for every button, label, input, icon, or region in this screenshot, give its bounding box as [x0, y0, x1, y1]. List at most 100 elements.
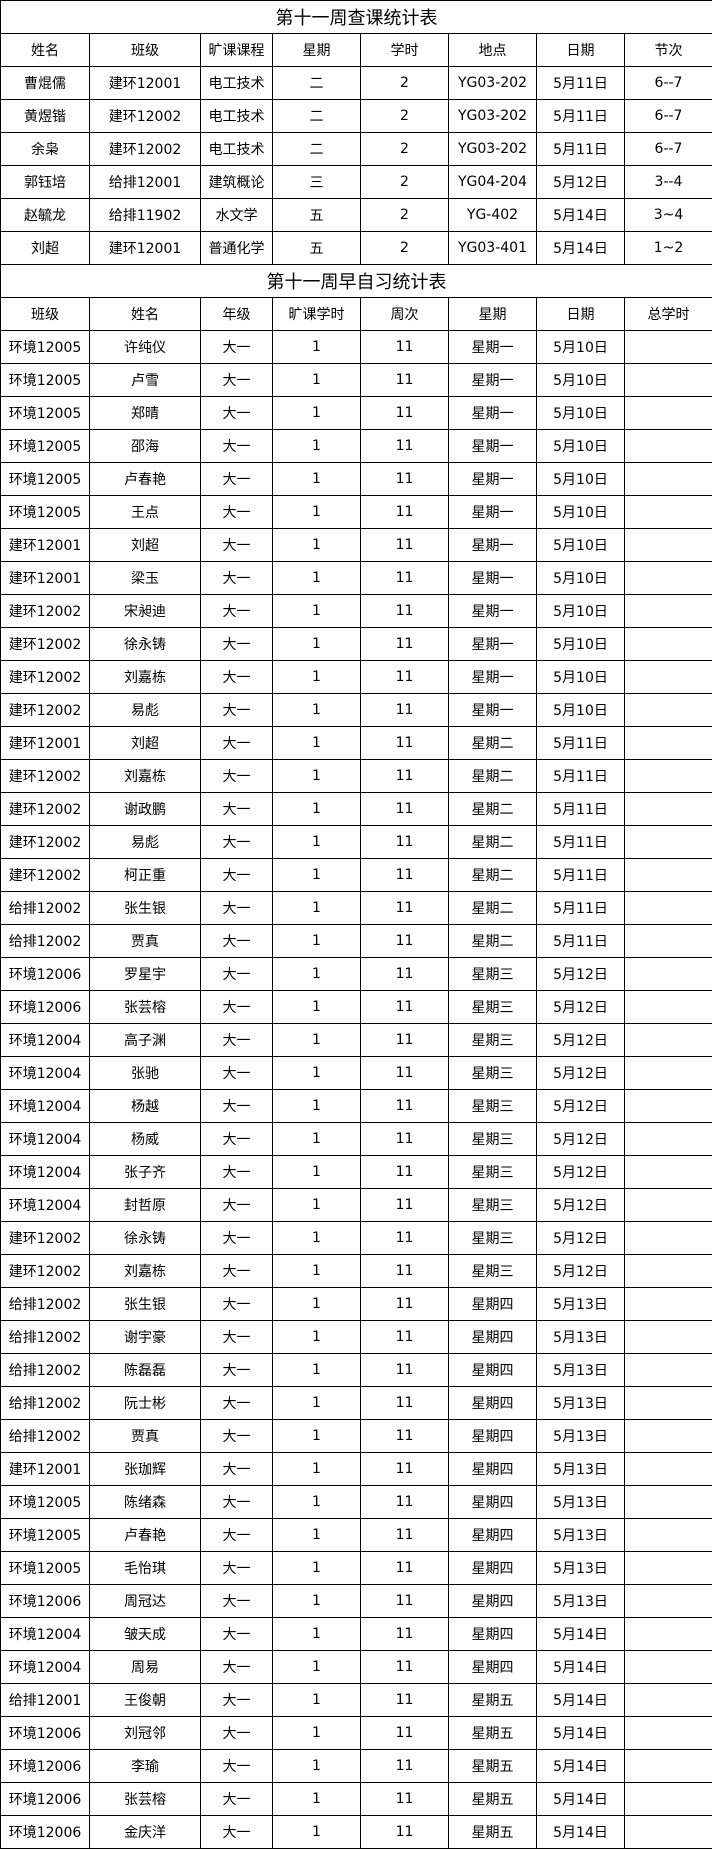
table-cell: 11	[360, 1188, 449, 1222]
table-cell: 给排12001	[0, 1683, 90, 1717]
table-cell: 大一	[200, 1815, 273, 1849]
table-cell	[624, 330, 712, 364]
table-cell	[624, 1749, 712, 1783]
table-cell: 罗星宇	[89, 957, 201, 991]
table-row: 环境12004 皱天成 大一 1 11 星期四 5月14日	[0, 1617, 712, 1651]
table-cell: 三	[272, 165, 361, 199]
table-cell: 周易	[89, 1650, 201, 1684]
table-cell: 星期五	[448, 1815, 537, 1849]
table-cell: 5月10日	[536, 594, 625, 628]
table-cell: 星期四	[448, 1452, 537, 1486]
table-cell	[624, 792, 712, 826]
table-cell: 星期三	[448, 1023, 537, 1057]
table-row: 环境12006 刘冠邻 大一 1 11 星期五 5月14日	[0, 1716, 712, 1750]
table-cell: 建环12001	[0, 1452, 90, 1486]
table-row: 给排12002 张生银 大一 1 11 星期四 5月13日	[0, 1287, 712, 1321]
table-row: 环境12006 周冠达 大一 1 11 星期四 5月13日	[0, 1584, 712, 1618]
table-cell: 1	[272, 693, 361, 727]
table-cell: 5月14日	[536, 1716, 625, 1750]
table-row: 刘超 建环12001 普通化学五 2 YG03-401 5月14日 1~2	[0, 231, 712, 265]
table-cell: 1	[272, 660, 361, 694]
table-cell: 1	[272, 726, 361, 760]
table-cell: 11	[360, 1419, 449, 1453]
table-cell: 给排12002	[0, 924, 90, 958]
table-cell: 星期四	[448, 1353, 537, 1387]
table-cell: 大一	[200, 1551, 273, 1585]
table-cell: 电工技术	[200, 99, 273, 133]
attendance-table-title-row: 第十一周查课统计表	[0, 0, 712, 34]
table-cell: 11	[360, 1353, 449, 1387]
table-cell: 1	[272, 1023, 361, 1057]
table-cell: 星期五	[448, 1716, 537, 1750]
table-cell	[624, 1320, 712, 1354]
table-cell: 张生银	[89, 1287, 201, 1321]
table-cell: 大一	[200, 1452, 273, 1486]
table-cell: 5月14日	[536, 1749, 625, 1783]
table-row: 余枭 建环12002 电工技术二 2 YG03-202 5月11日 6--7	[0, 132, 712, 166]
table-cell: 星期二	[448, 924, 537, 958]
table-cell: 大一	[200, 1716, 273, 1750]
table-cell: 1	[272, 957, 361, 991]
table-cell: 11	[360, 1089, 449, 1123]
table-cell	[624, 396, 712, 430]
table-cell: 给排12002	[0, 1320, 90, 1354]
table-cell: 5月12日	[536, 1188, 625, 1222]
table-cell: 星期五	[448, 1782, 537, 1816]
table-cell: 1	[272, 462, 361, 496]
table-cell	[624, 1254, 712, 1288]
table-cell: 易彪	[89, 825, 201, 859]
column-header: 班级	[89, 33, 201, 67]
table-cell: 二	[272, 66, 361, 100]
table-cell: 建环12002	[0, 759, 90, 793]
table-cell: 徐永铸	[89, 627, 201, 661]
table-cell: 5月12日	[536, 1221, 625, 1255]
table-cell: 11	[360, 693, 449, 727]
table-cell: 11	[360, 429, 449, 463]
table-row: 环境12005 卢雪 大一 1 11 星期一 5月10日	[0, 363, 712, 397]
table-cell: 1	[272, 924, 361, 958]
table-cell: 二	[272, 132, 361, 166]
table-row: 建环12001 梁玉 大一 1 11 星期一 5月10日	[0, 561, 712, 595]
table-cell	[624, 957, 712, 991]
column-header: 总学时	[624, 297, 712, 331]
table-cell: 星期三	[448, 957, 537, 991]
table-cell: 5月10日	[536, 528, 625, 562]
table-cell: 5月14日	[536, 231, 625, 265]
table-cell: 星期一	[448, 561, 537, 595]
column-header: 旷课学时	[272, 297, 361, 331]
table-cell: 11	[360, 726, 449, 760]
table-cell: 周冠达	[89, 1584, 201, 1618]
table-cell: 环境12004	[0, 1089, 90, 1123]
table-cell: 星期一	[448, 363, 537, 397]
table-cell: 11	[360, 759, 449, 793]
table-cell: 11	[360, 1254, 449, 1288]
table-cell	[624, 1419, 712, 1453]
table-cell	[624, 1056, 712, 1090]
table-cell: 建环12001	[0, 528, 90, 562]
table-cell: 6--7	[624, 132, 712, 166]
table-cell: 张生银	[89, 891, 201, 925]
table-cell: 陈磊磊	[89, 1353, 201, 1387]
table-cell: 卢春艳	[89, 1518, 201, 1552]
table-cell: 建环12001	[0, 561, 90, 595]
table-cell	[624, 429, 712, 463]
table-cell: 1	[272, 1320, 361, 1354]
table-row: 环境12004 张驰 大一 1 11 星期三 5月12日	[0, 1056, 712, 1090]
table-row: 环境12006 金庆洋 大一 1 11 星期五 5月14日	[0, 1815, 712, 1849]
column-header: 节次	[624, 33, 712, 67]
morning-study-table-title: 第十一周早自习统计表	[0, 264, 712, 298]
table-cell: 星期三	[448, 990, 537, 1024]
table-cell: 普通化学	[200, 231, 273, 265]
table-cell: 星期二	[448, 759, 537, 793]
table-cell	[624, 1089, 712, 1123]
table-cell: 大一	[200, 1155, 273, 1189]
table-cell: 建环12002	[0, 858, 90, 892]
table-cell: 5月10日	[536, 693, 625, 727]
table-cell: 5月14日	[536, 1650, 625, 1684]
table-cell	[624, 1221, 712, 1255]
table-cell: 5月11日	[536, 726, 625, 760]
table-cell: 环境12006	[0, 1584, 90, 1618]
table-cell: 11	[360, 891, 449, 925]
table-cell: 大一	[200, 627, 273, 661]
table-cell: 11	[360, 1782, 449, 1816]
